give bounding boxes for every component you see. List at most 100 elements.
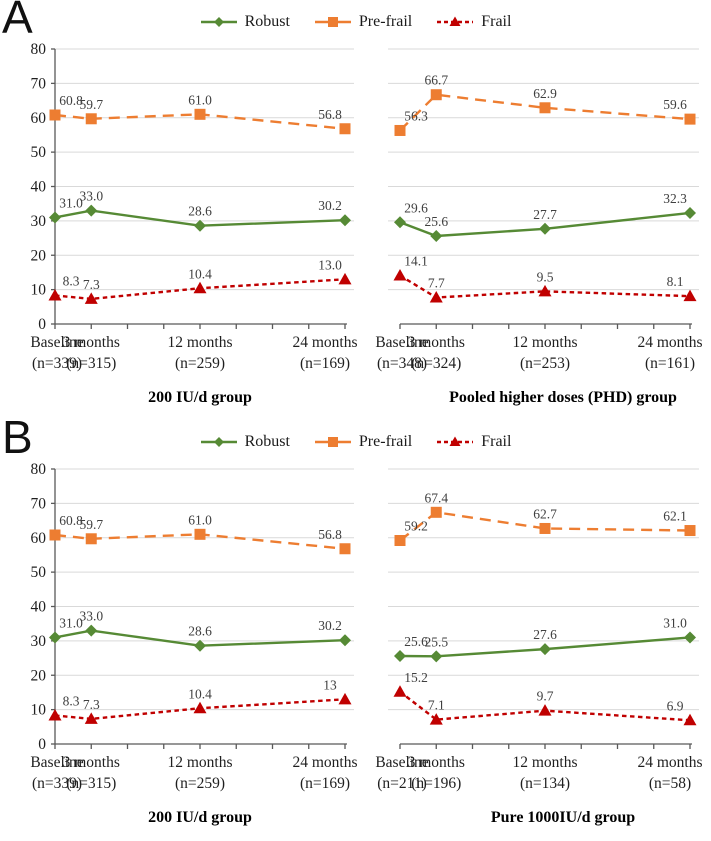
x-category-label: 12 months bbox=[167, 754, 232, 771]
group-title: 200 IU/d group bbox=[148, 389, 252, 406]
y-axis-tick-label: 0 bbox=[38, 316, 46, 333]
frail-triangle-marker bbox=[683, 713, 697, 726]
group-title: 200 IU/d group bbox=[148, 809, 252, 826]
pre-frail-square-marker bbox=[430, 89, 442, 101]
data-label: 61.0 bbox=[188, 92, 212, 107]
data-label: 60.8 bbox=[59, 93, 83, 108]
sample-size-label: (n=211) bbox=[377, 775, 427, 792]
robust-diamond-marker bbox=[430, 230, 443, 242]
pre-frail-square-marker bbox=[394, 535, 406, 546]
data-label: 56.8 bbox=[318, 107, 342, 122]
legend-item-pre-frail: Pre-frail bbox=[314, 433, 412, 451]
frail-triangle-marker bbox=[429, 291, 443, 303]
y-axis-tick-label: 10 bbox=[31, 282, 47, 299]
pre-frail-square-marker bbox=[194, 528, 206, 540]
series-pre-frail-line bbox=[399, 511, 691, 542]
data-label: 31.0 bbox=[59, 195, 83, 210]
y-axis-tick-label: 30 bbox=[31, 213, 47, 230]
y-axis-tick-label: 30 bbox=[31, 633, 47, 650]
sample-size-label: (n=315) bbox=[66, 775, 116, 792]
y-axis-tick-label: 20 bbox=[31, 247, 47, 264]
data-label: 27.7 bbox=[533, 207, 557, 222]
frail-triangle-marker bbox=[338, 692, 352, 705]
legend-triangle bbox=[449, 16, 461, 26]
pre-frail-square-marker bbox=[194, 108, 206, 120]
x-category-label: Baseline bbox=[30, 334, 83, 351]
data-label: 31.0 bbox=[663, 615, 687, 630]
series-pre-frail-line bbox=[54, 533, 346, 550]
panel-a: A Robust Pre-frail Frail 0 10 20 30 40 50 60 70 80… bbox=[0, 0, 711, 420]
legend-label: Pre-frail bbox=[358, 13, 413, 30]
sample-size-label: (n=348) bbox=[377, 355, 427, 372]
data-label: 61.0 bbox=[188, 512, 212, 527]
x-category-label: 24 months bbox=[292, 754, 357, 771]
data-label: 7.1 bbox=[428, 698, 445, 713]
pre-frail-legend-marker-icon bbox=[314, 437, 351, 447]
pre-frail-square-marker bbox=[430, 506, 442, 518]
data-label: 25.5 bbox=[424, 634, 448, 649]
legend-item-robust: Robust bbox=[200, 433, 290, 451]
y-axis-tick-label: 40 bbox=[31, 179, 47, 196]
data-label: 7.7 bbox=[428, 276, 445, 291]
robust-diamond-marker bbox=[394, 650, 406, 662]
data-label: 13 bbox=[323, 677, 337, 692]
frail-triangle-marker bbox=[48, 288, 62, 301]
legend-item-robust: Robust bbox=[200, 13, 290, 31]
data-label: 62.1 bbox=[663, 509, 687, 524]
sample-size-label: (n=339) bbox=[32, 355, 82, 372]
sample-size-label: (n=169) bbox=[300, 775, 350, 792]
data-label: 8.3 bbox=[63, 693, 80, 708]
data-label: 28.6 bbox=[188, 204, 212, 219]
data-label: 7.3 bbox=[83, 697, 100, 712]
data-label: 62.9 bbox=[533, 86, 557, 101]
sample-size-label: (n=259) bbox=[175, 775, 225, 792]
data-label: 59.6 bbox=[663, 97, 687, 112]
x-category-label: 3 months bbox=[408, 334, 465, 351]
frail-legend-marker-icon bbox=[437, 16, 474, 26]
sample-size-label: (n=315) bbox=[66, 355, 116, 372]
panel-a-label: A bbox=[2, 0, 33, 43]
x-category-label: 12 months bbox=[512, 334, 577, 351]
legend-label: Robust bbox=[244, 433, 290, 450]
data-label: 56.8 bbox=[318, 527, 342, 542]
legend-square bbox=[327, 17, 338, 27]
data-label: 33.0 bbox=[79, 189, 103, 204]
series-robust-line bbox=[399, 636, 691, 658]
y-axis-tick-label: 10 bbox=[31, 702, 47, 719]
robust-diamond-marker bbox=[539, 222, 551, 235]
data-label: 14.1 bbox=[404, 254, 428, 269]
data-label: 28.6 bbox=[188, 624, 212, 639]
frail-triangle-marker bbox=[683, 289, 697, 302]
robust-diamond-marker bbox=[85, 624, 98, 637]
data-label: 8.3 bbox=[63, 273, 80, 288]
pre-frail-square-marker bbox=[339, 543, 351, 555]
frail-triangle-marker bbox=[193, 701, 207, 714]
x-category-label: Baseline bbox=[30, 754, 83, 771]
pre-frail-square-marker bbox=[85, 113, 97, 125]
data-label: 8.1 bbox=[667, 274, 684, 289]
pre-frail-square-marker bbox=[539, 102, 551, 114]
y-axis-tick-label: 50 bbox=[31, 564, 47, 581]
data-label: 30.2 bbox=[318, 198, 342, 213]
panel-b-label: B bbox=[2, 411, 33, 463]
sample-size-label: (n=134) bbox=[520, 775, 570, 792]
pre-frail-square-marker bbox=[539, 522, 551, 534]
series-frail-line bbox=[399, 690, 691, 722]
frail-triangle-marker bbox=[538, 704, 552, 716]
frail-legend-marker-icon bbox=[437, 436, 474, 446]
data-label: 60.8 bbox=[59, 513, 83, 528]
sample-size-label: (n=58) bbox=[649, 775, 691, 792]
data-label: 59.2 bbox=[404, 519, 428, 534]
robust-diamond-marker bbox=[194, 639, 206, 652]
x-category-label: 12 months bbox=[167, 334, 232, 351]
series-robust-line bbox=[399, 211, 691, 238]
legend-label: Robust bbox=[244, 13, 290, 30]
pre-frail-legend-marker-icon bbox=[314, 17, 351, 27]
legend-item-pre-frail: Pre-frail bbox=[314, 13, 412, 31]
legend-item-frail: Frail bbox=[436, 433, 511, 451]
data-label: 9.7 bbox=[537, 689, 554, 704]
data-label: 6.9 bbox=[667, 698, 684, 713]
pre-frail-square-marker bbox=[684, 113, 696, 125]
